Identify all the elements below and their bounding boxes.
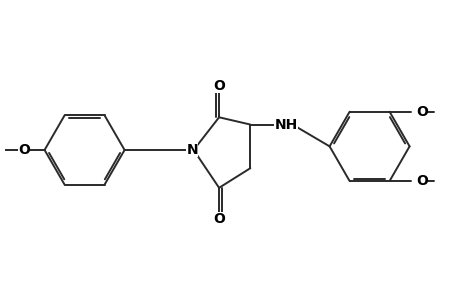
Text: O: O (18, 143, 30, 157)
Text: O: O (415, 105, 427, 119)
Text: O: O (213, 212, 224, 226)
Text: O: O (213, 79, 224, 93)
Text: NH: NH (274, 118, 297, 132)
Text: O: O (415, 174, 427, 188)
Text: N: N (186, 143, 197, 157)
